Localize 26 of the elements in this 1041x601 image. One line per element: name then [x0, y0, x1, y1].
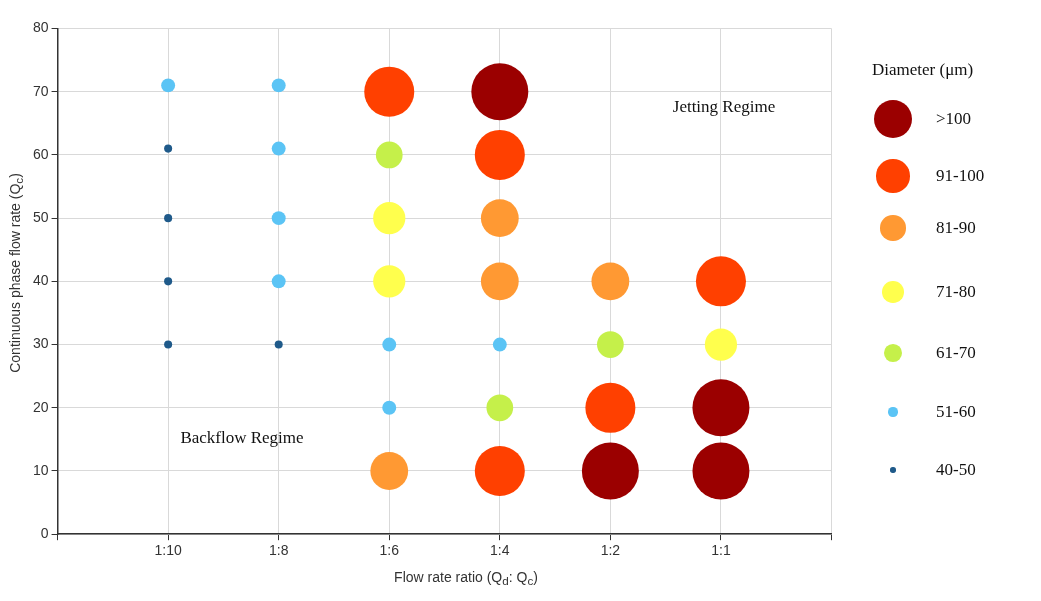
- legend-label: >100: [936, 109, 972, 129]
- x-axis-title: Flow rate ratio (Q$_{d}$: Q$_{c}$): [394, 568, 538, 588]
- x-tick-label: 1:2: [600, 542, 621, 559]
- y-tick-label: 30: [32, 335, 49, 352]
- annotation: Backflow Regime: [180, 428, 304, 448]
- y-tick-label: 10: [32, 461, 49, 478]
- x-tick-label: 1:8: [268, 542, 289, 559]
- x-tick-label: 1:4: [490, 542, 510, 559]
- legend-label: 51-60: [936, 402, 976, 422]
- legend-label: 81-90: [936, 218, 976, 238]
- legend-label: 61-70: [936, 343, 976, 363]
- legend-label: 40-50: [936, 460, 976, 480]
- legend-label: 91-100: [936, 166, 985, 186]
- legend-title: Diameter (μm): [872, 60, 974, 80]
- y-tick-label: 70: [32, 82, 49, 99]
- x-tick-label: 1:6: [379, 542, 400, 559]
- y-tick-label: 50: [32, 209, 49, 225]
- y-tick-label: 20: [32, 398, 49, 415]
- x-tick-label: 1:1: [711, 542, 731, 559]
- y-tick-label: 40: [32, 272, 49, 289]
- y-tick-label: 0: [40, 525, 49, 542]
- y-tick-label: 60: [32, 145, 49, 162]
- x-tick-label: 1:10: [154, 542, 182, 559]
- legend-label: 71-80: [936, 282, 976, 302]
- y-tick-label: 80: [32, 19, 49, 36]
- annotation: Jetting Regime: [672, 97, 776, 117]
